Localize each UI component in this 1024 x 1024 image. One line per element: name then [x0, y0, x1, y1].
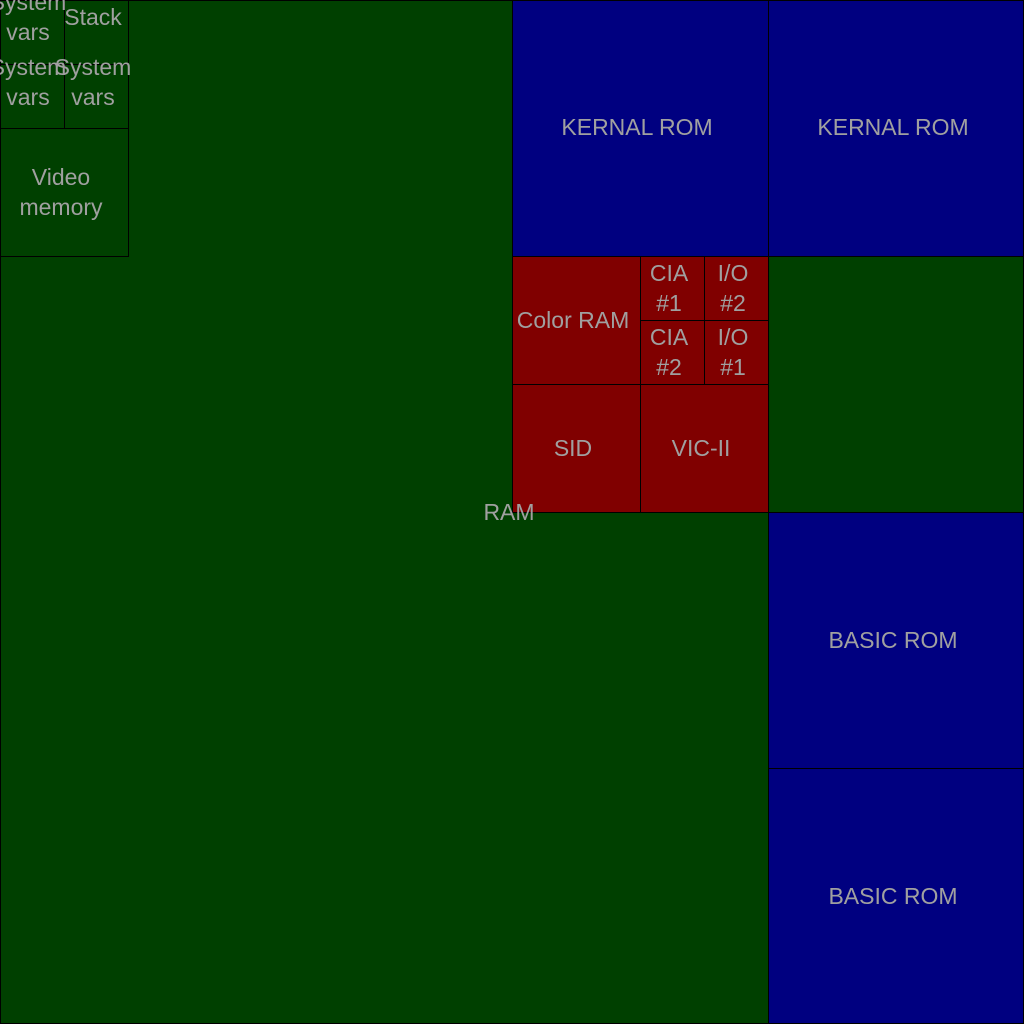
system-vars-block-b — [0, 64, 65, 129]
basic-rom-block-b — [768, 768, 1024, 1024]
basic-rom-block-a — [768, 512, 1024, 769]
sid-block — [512, 384, 641, 513]
kernal-rom-block-a — [512, 0, 769, 257]
stack-block — [64, 0, 129, 65]
vic-ii-block — [640, 384, 769, 513]
ram-block-unlabeled — [768, 256, 1024, 513]
video-memory-block — [0, 128, 129, 257]
system-vars-block-c — [64, 64, 129, 129]
cia-1-block — [640, 256, 705, 321]
io-2-block — [704, 256, 769, 321]
io-1-block — [704, 320, 769, 385]
cia-2-block — [640, 320, 705, 385]
kernal-rom-block-b — [768, 0, 1024, 257]
system-vars-block-a — [0, 0, 65, 65]
color-ram-block — [512, 256, 641, 385]
